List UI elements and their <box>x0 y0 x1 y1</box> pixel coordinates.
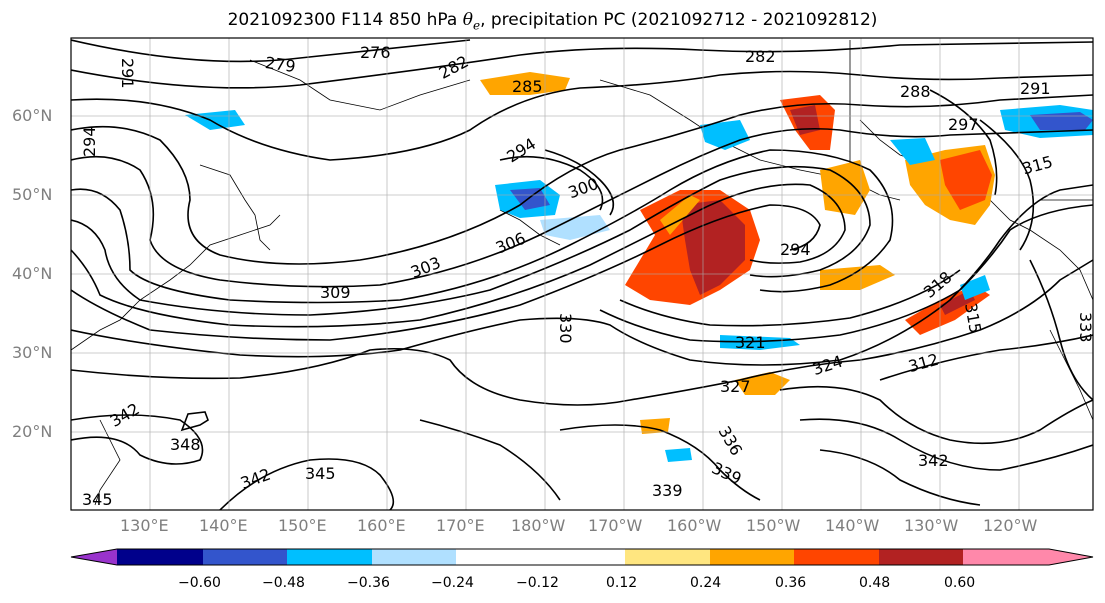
contour-label: 297 <box>948 115 979 134</box>
colorbar-swatch <box>287 549 372 565</box>
contour-label: 345 <box>305 464 336 483</box>
contour-label: 330 <box>556 313 575 344</box>
colorbar <box>70 548 1094 566</box>
precip-moderate-region <box>640 418 670 434</box>
contour-label: 321 <box>735 333 766 352</box>
contour-label: 327 <box>720 377 751 396</box>
lon-label: 160°W <box>667 516 722 535</box>
colorbar-tick-label: 0.24 <box>690 575 722 591</box>
contour-label: 276 <box>360 43 391 62</box>
lat-label: 40°N <box>12 264 53 283</box>
lon-label: 170°W <box>588 516 643 535</box>
precip-moderate-region <box>820 265 895 290</box>
precip-negative-region <box>890 138 935 165</box>
colorbar-swatch <box>456 549 541 565</box>
colorbar-swatch <box>203 549 287 565</box>
lon-label: 120°W <box>983 516 1038 535</box>
precip-negative-region <box>960 275 990 300</box>
colorbar-swatch <box>794 549 879 565</box>
contour-label: 285 <box>512 77 543 96</box>
colorbar-swatch <box>625 549 710 565</box>
lon-label: 140°W <box>825 516 880 535</box>
lat-label: 50°N <box>12 185 53 204</box>
colorbar-swatch <box>963 549 1049 565</box>
contour-label: 342 <box>918 451 949 470</box>
lon-label: 130°E <box>120 516 169 535</box>
colorbar-tick-label: 0.60 <box>944 575 976 591</box>
lat-label: 20°N <box>12 422 53 441</box>
precip-negative-region <box>665 448 692 462</box>
colorbar-tick-label: −0.36 <box>347 575 390 591</box>
contour-label: 279 <box>264 53 297 76</box>
colorbar-tick-label: 0.12 <box>606 575 638 591</box>
theta-e-contours <box>71 39 1093 510</box>
precip-negative-region <box>720 335 800 350</box>
colorbar-tick-label: 0.48 <box>859 575 891 591</box>
lon-label: 170°E <box>436 516 485 535</box>
map-title: 2021092300 F114 850 hPa θe, precipitatio… <box>227 10 878 33</box>
contour-label: 288 <box>900 82 931 101</box>
lon-label: 140°E <box>199 516 248 535</box>
contour-label: 291 <box>118 58 137 89</box>
colorbar-outline <box>70 548 1094 566</box>
colorbar-swatch <box>879 549 963 565</box>
contour-label: 348 <box>170 435 201 454</box>
lat-label: 60°N <box>12 106 53 125</box>
colorbar-tick-label: −0.24 <box>431 575 474 591</box>
precip-strong-negative-region <box>1030 112 1093 130</box>
lon-label: 160°E <box>357 516 406 535</box>
lon-label: 180°W <box>511 516 566 535</box>
colorbar-tick-label: −0.48 <box>262 575 305 591</box>
precip-negative-region <box>185 110 245 130</box>
contour-label: 291 <box>1020 79 1051 98</box>
contour-label: 339 <box>652 481 683 500</box>
colorbar-swatch <box>1049 549 1093 565</box>
contour-label: 309 <box>320 283 351 302</box>
precip-strong-negative-region <box>510 188 550 210</box>
colorbar-swatch <box>541 549 625 565</box>
lon-label: 150°W <box>746 516 801 535</box>
colorbar-tick-label: 0.36 <box>775 575 807 591</box>
precip-moderate-region <box>820 160 870 215</box>
colorbar-swatch <box>372 549 456 565</box>
precip-max-region <box>680 200 745 295</box>
precip-moderate-region <box>480 72 570 95</box>
precip-max-region <box>790 105 820 135</box>
graticule <box>71 38 1093 510</box>
colorbar-swatch <box>71 549 117 565</box>
lat-label: 30°N <box>12 343 53 362</box>
lon-label: 130°W <box>904 516 959 535</box>
contour-label: 294 <box>780 240 811 259</box>
contour-label: 333 <box>1076 312 1095 343</box>
lon-label: 150°E <box>278 516 327 535</box>
contour-label: 345 <box>82 490 113 509</box>
precip-negative-region <box>700 120 750 150</box>
contour-label: 282 <box>745 47 776 66</box>
colorbar-swatch <box>117 549 203 565</box>
colorbar-tick-label: −0.60 <box>178 575 221 591</box>
colorbar-swatch <box>710 549 794 565</box>
contour-label: 294 <box>80 126 99 157</box>
colorbar-tick-label: −0.12 <box>516 575 559 591</box>
map-frame <box>70 37 1094 511</box>
